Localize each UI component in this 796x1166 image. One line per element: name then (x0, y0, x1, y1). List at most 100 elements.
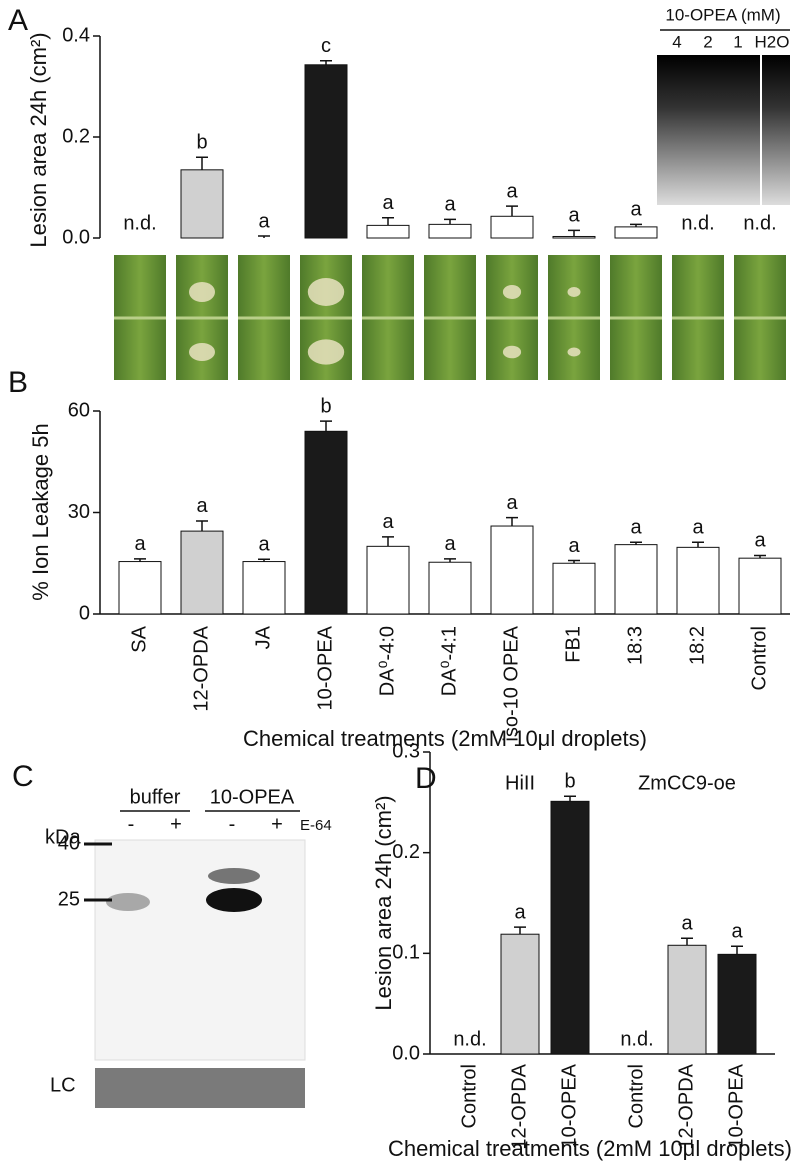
x-axis-label: Chemical treatments (2mM 10μl droplets) (243, 726, 647, 751)
lesion (189, 282, 215, 302)
bar (180, 530, 224, 615)
significance-label: b (320, 395, 331, 417)
lane-label: 2 (703, 32, 712, 51)
x-tick-label: Control (748, 626, 770, 690)
treatment-label: E-64 (300, 817, 332, 834)
significance-label: a (134, 533, 146, 555)
bar (490, 215, 534, 239)
error-bar (630, 541, 642, 545)
y-tick-label: 0.2 (392, 841, 420, 863)
x-tick-label: 10-OPEA (558, 1063, 580, 1148)
panel-label: A (8, 4, 28, 37)
y-axis-label: Lesion area 24h (cm²) (26, 32, 51, 247)
error-bar (506, 516, 518, 527)
x-tick-label: Control (625, 1064, 647, 1128)
x-tick-label: DA⁰-4:1 (438, 626, 460, 696)
significance-label: a (692, 517, 704, 539)
significance-label: a (382, 511, 394, 533)
x-tick-label: iso-10 OPEA (500, 625, 522, 741)
unit-label: kDa (45, 826, 81, 848)
significance-label: a (681, 913, 693, 935)
error-bar (196, 520, 208, 532)
y-tick-label: 60 (68, 399, 90, 421)
error-bar (382, 536, 394, 547)
x-tick-label: 18:3 (624, 626, 646, 665)
error-bar (444, 218, 456, 225)
significance-label: n.d. (123, 212, 156, 234)
error-bar (506, 205, 518, 217)
group-label: HiII (505, 772, 535, 794)
group-label: ZmCC9-oe (638, 772, 736, 794)
bar (304, 430, 348, 615)
lane-label: - (128, 813, 135, 835)
bar (366, 545, 410, 615)
significance-label: a (506, 492, 518, 514)
y-tick-label: 0.4 (62, 24, 90, 46)
lane-label: 4 (672, 32, 681, 51)
error-bar (258, 235, 270, 238)
panel-label: C (12, 760, 34, 793)
x-tick-label: 10-OPEA (314, 625, 336, 710)
bar (242, 561, 286, 615)
lesion (567, 287, 581, 297)
error-bar (134, 558, 146, 562)
significance-label: a (731, 921, 743, 943)
lesion (307, 278, 345, 306)
significance-label: n.d. (681, 212, 714, 234)
y-axis-label: Lesion area 24h (cm²) (371, 795, 396, 1010)
error-bar (568, 229, 580, 237)
y-tick-label: 0.3 (392, 740, 420, 762)
bar (614, 544, 658, 615)
bar (180, 169, 224, 239)
bar (552, 235, 596, 239)
significance-label: a (754, 530, 766, 552)
bar (428, 223, 472, 239)
lesion (307, 339, 345, 365)
bar (550, 800, 590, 1055)
loading-label: LC (50, 1074, 76, 1096)
bar (500, 933, 540, 1055)
lane-label: + (271, 813, 283, 835)
marker-label: 40 (58, 832, 80, 854)
bar (717, 953, 757, 1055)
inset-title: 10-OPEA (mM) (665, 5, 780, 24)
significance-label: a (568, 535, 580, 557)
significance-label: n.d. (743, 212, 776, 234)
group-label: buffer (130, 786, 181, 808)
significance-label: a (196, 495, 208, 517)
x-tick-label: JA (252, 625, 274, 649)
significance-label: n.d. (453, 1028, 486, 1050)
error-bar (754, 554, 766, 559)
x-tick-label: Control (458, 1064, 480, 1128)
significance-label: a (382, 192, 394, 214)
group-label: 10-OPEA (210, 786, 295, 808)
error-bar (692, 541, 704, 548)
error-bar (514, 926, 526, 935)
bar (676, 546, 720, 615)
y-tick-label: 0.1 (392, 942, 420, 964)
significance-label: a (506, 180, 518, 202)
significance-label: a (258, 210, 270, 232)
bar (366, 224, 410, 239)
lane-label: H2O (755, 32, 790, 51)
y-tick-label: 30 (68, 501, 90, 523)
error-bar (564, 795, 576, 802)
significance-label: a (514, 901, 526, 923)
lesion (502, 345, 522, 359)
error-bar (258, 558, 270, 562)
x-tick-label: 18:2 (686, 626, 708, 665)
bar (428, 561, 472, 615)
x-tick-label: 12-OPDA (190, 625, 212, 711)
panel-label: D (415, 762, 437, 795)
lesion (502, 285, 522, 299)
y-tick-label: 0.0 (392, 1042, 420, 1064)
x-tick-label: SA (128, 625, 150, 652)
significance-label: b (196, 131, 207, 153)
bar (738, 557, 782, 615)
y-tick-label: 0 (79, 602, 90, 624)
bar (304, 64, 348, 239)
lane-label: - (229, 813, 236, 835)
x-axis-label: Chemical treatments (2mM 10μl droplets) (388, 1136, 792, 1161)
error-bar (196, 156, 208, 170)
